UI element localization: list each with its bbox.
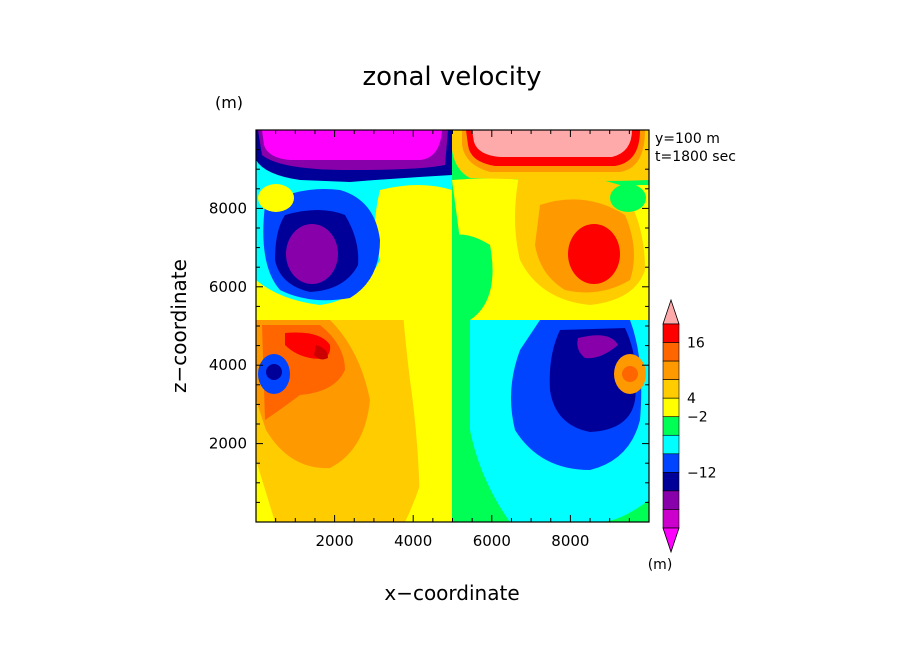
annotation-t: t=1800 sec bbox=[655, 149, 736, 165]
colorbar-segment bbox=[662, 509, 680, 529]
region-center-yellow bbox=[400, 233, 452, 522]
y-tick-label: 6000 bbox=[209, 278, 247, 296]
axis-ticks: 2000 4000 6000 8000 2000 4000 6000 8000 bbox=[209, 130, 649, 550]
x-tick-label: 2000 bbox=[316, 532, 354, 550]
colorbar-label: −12 bbox=[687, 465, 717, 481]
colorbar-segment bbox=[662, 379, 680, 399]
region-right-lower-purple bbox=[577, 335, 618, 359]
region-left-lower-dark bbox=[314, 345, 328, 360]
colorbar-label: −2 bbox=[687, 410, 708, 426]
colorbar-segment bbox=[662, 416, 680, 436]
region-right-top-pink bbox=[472, 130, 632, 157]
colorbar-segment bbox=[662, 453, 680, 473]
y-axis-unit: (m) bbox=[215, 93, 243, 112]
colorbar-segment bbox=[662, 472, 680, 492]
y-tick-label: 2000 bbox=[209, 435, 247, 453]
y-axis-label: z−coordinate bbox=[167, 259, 191, 393]
region-left-top-magenta bbox=[262, 130, 442, 160]
region-left-yellow-blob bbox=[258, 184, 294, 212]
plot-area bbox=[256, 130, 649, 522]
annotation-y: y=100 m bbox=[655, 131, 720, 147]
colorbar-segment bbox=[662, 490, 680, 510]
colorbar-segment bbox=[662, 360, 680, 380]
region-left-upper-purple bbox=[286, 224, 338, 284]
region-left-small-navy bbox=[266, 364, 282, 380]
colorbar-bottom-arrow bbox=[662, 527, 680, 554]
region-right-small-deep bbox=[622, 366, 638, 382]
y-tick-label: 8000 bbox=[209, 199, 247, 217]
region-right-green-blob bbox=[610, 184, 646, 212]
colorbar-label: 4 bbox=[687, 391, 696, 407]
region-right-upper-red bbox=[568, 224, 620, 284]
y-tick-label: 4000 bbox=[209, 356, 247, 374]
colorbar-unit: (m) bbox=[648, 557, 673, 573]
colorbar-segment bbox=[662, 434, 680, 455]
region-center-green bbox=[452, 234, 493, 522]
colorbar-top-arrow bbox=[662, 298, 680, 325]
colorbar-segment bbox=[662, 342, 680, 362]
x-tick-label: 8000 bbox=[551, 532, 589, 550]
region-right-lower-navy bbox=[549, 328, 637, 432]
chart-title: zonal velocity bbox=[362, 62, 541, 92]
colorbar-label: 16 bbox=[687, 336, 705, 352]
colorbar: 16 4 −2 −12 bbox=[662, 298, 717, 554]
x-tick-label: 4000 bbox=[394, 532, 432, 550]
x-tick-label: 6000 bbox=[473, 532, 511, 550]
x-axis-label: x−coordinate bbox=[384, 581, 519, 605]
colorbar-segment bbox=[662, 397, 680, 418]
colorbar-segment bbox=[662, 323, 680, 343]
